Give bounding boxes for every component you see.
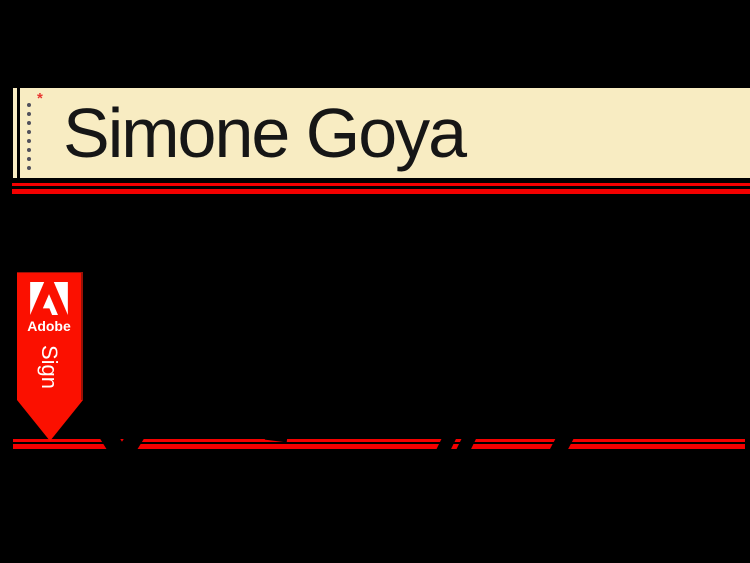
signature-field[interactable]: * Simone Goya [13,88,750,178]
ribbon-arrow-point [17,400,83,441]
dotted-guide [27,103,31,170]
signature-name-text: Simone Goya [63,94,467,172]
sign-here-line [13,423,745,461]
adobe-a-icon [30,282,68,315]
divider-line [12,183,750,194]
adobe-sign-ribbon[interactable]: Adobe Sign [17,272,83,441]
required-asterisk: * [37,90,43,107]
field-left-border [17,88,20,178]
ribbon-product-label: Sign [36,344,62,390]
ribbon-brand-label: Adobe [27,318,71,334]
